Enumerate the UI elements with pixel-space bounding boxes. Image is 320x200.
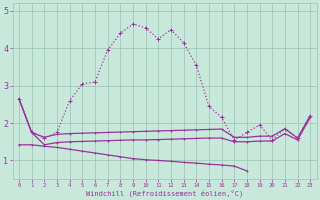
X-axis label: Windchill (Refroidissement éolien,°C): Windchill (Refroidissement éolien,°C) <box>86 189 243 197</box>
